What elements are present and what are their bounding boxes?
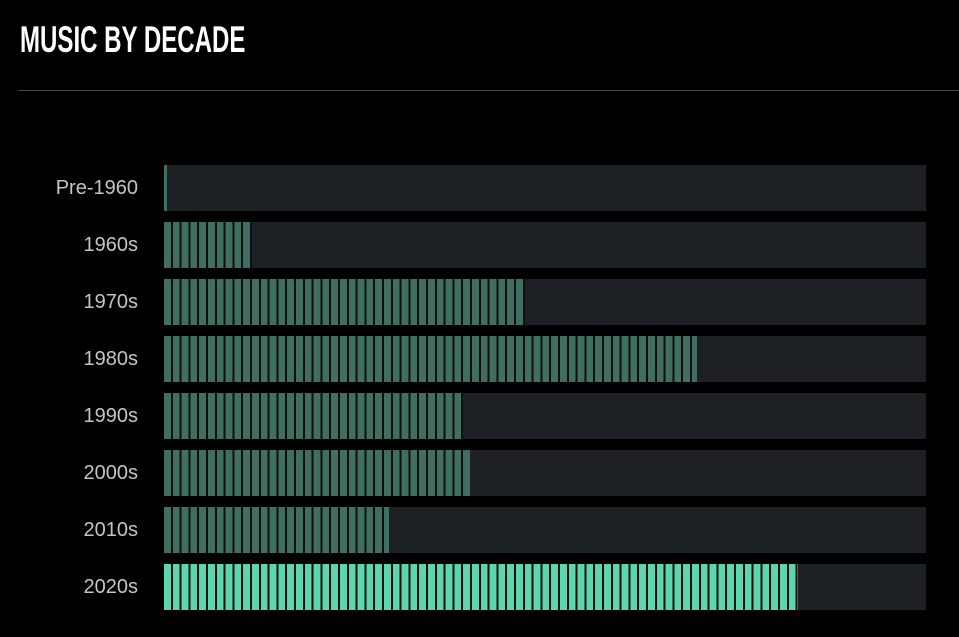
bar-fill — [164, 393, 463, 439]
bar-track[interactable] — [164, 564, 926, 610]
music-by-decade-chart: Pre-1960 1960s 1970s 1980s 1990s 2000s — [0, 165, 926, 610]
page-title: MUSIC BY DECADE — [20, 21, 367, 61]
decade-label: 2000s — [83, 462, 139, 484]
bar-row: 1970s — [0, 279, 926, 325]
bar-track[interactable] — [164, 393, 926, 439]
bar-row: 1980s — [0, 336, 926, 382]
decade-label: 2020s — [83, 576, 139, 598]
decade-label: 1960s — [83, 234, 139, 256]
bar-fill — [164, 450, 471, 496]
header-divider — [18, 90, 959, 91]
bar-track[interactable] — [164, 165, 926, 211]
decade-label: 1970s — [83, 291, 139, 313]
bar-fill — [164, 507, 389, 553]
page-title-text: MUSIC BY DECADE — [20, 19, 246, 60]
bar-track[interactable] — [164, 507, 926, 553]
bar-fill — [164, 336, 697, 382]
bar-track[interactable] — [164, 279, 926, 325]
decade-label: Pre-1960 — [55, 177, 138, 199]
bar-fill — [164, 564, 798, 610]
bar-row: 1990s — [0, 393, 926, 439]
bar-row: 2010s — [0, 507, 926, 553]
bar-row: 2020s — [0, 564, 926, 610]
bar-row: Pre-1960 — [0, 165, 926, 211]
bar-row: 2000s — [0, 450, 926, 496]
bar-fill — [164, 222, 252, 268]
bar-track[interactable] — [164, 336, 926, 382]
bar-fill — [164, 165, 168, 211]
decade-label: 2010s — [83, 519, 139, 541]
bar-track[interactable] — [164, 450, 926, 496]
bar-fill — [164, 279, 526, 325]
decade-label: 1980s — [83, 348, 139, 370]
bar-row: 1960s — [0, 222, 926, 268]
decade-label: 1990s — [83, 405, 139, 427]
bar-track[interactable] — [164, 222, 926, 268]
